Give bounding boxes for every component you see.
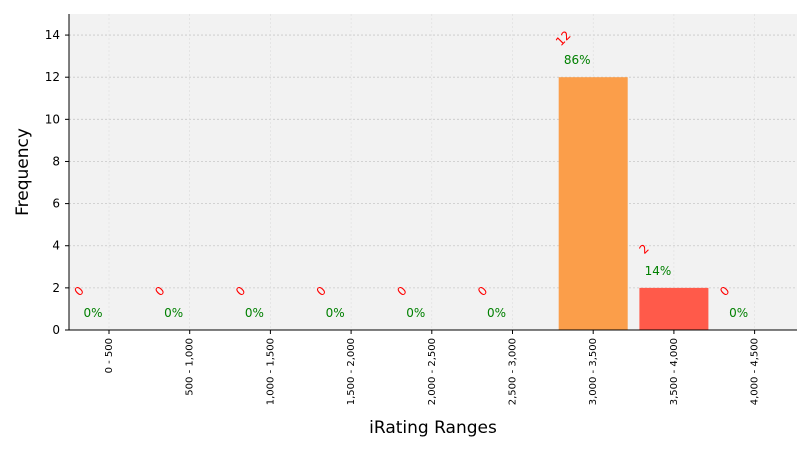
bar (639, 287, 709, 330)
x-tick-label: 500 - 1,000 (185, 338, 196, 396)
x-tick-label: 2,500 - 3,000 (508, 338, 519, 405)
y-tick-label: 8 (52, 154, 60, 168)
percent-label: 14% (645, 264, 672, 278)
y-tick-label: 4 (52, 239, 60, 253)
x-tick-label: 1,500 - 2,000 (346, 338, 357, 405)
x-tick-label: 3,500 - 4,000 (669, 338, 680, 405)
percent-label: 86% (564, 53, 591, 67)
bars (558, 77, 709, 330)
x-tick-label: 0 - 500 (104, 338, 115, 373)
y-tick-label: 10 (45, 112, 60, 126)
plot-background (69, 14, 797, 330)
percent-label: 0% (83, 306, 102, 320)
percent-label: 0% (729, 306, 748, 320)
x-tick-label: 4,000 - 4,500 (750, 338, 761, 405)
x-tick-label: 3,000 - 3,500 (588, 338, 599, 405)
percent-label: 0% (487, 306, 506, 320)
bar (558, 77, 628, 330)
y-tick-label: 12 (45, 70, 60, 84)
percent-label: 0% (406, 306, 425, 320)
x-tick-label: 2,000 - 2,500 (427, 338, 438, 405)
axes: 0 2 4 6 8 10 12 14 0 - 500 500 - 1,000 1,000 - 1,5… (45, 14, 797, 405)
percent-label: 0% (164, 306, 183, 320)
x-axis-title: iRating Ranges (369, 418, 497, 438)
y-tick-label: 0 (52, 323, 60, 337)
grid-lines (69, 14, 797, 331)
y-tick-label: 14 (45, 28, 60, 42)
percent-label: 0% (245, 306, 264, 320)
y-axis-title: Frequency (13, 128, 33, 216)
y-tick-label: 6 (52, 197, 60, 211)
x-tick-label: 1,000 - 1,500 (265, 338, 276, 405)
percent-label: 0% (326, 306, 345, 320)
y-tick-label: 2 (52, 281, 60, 295)
